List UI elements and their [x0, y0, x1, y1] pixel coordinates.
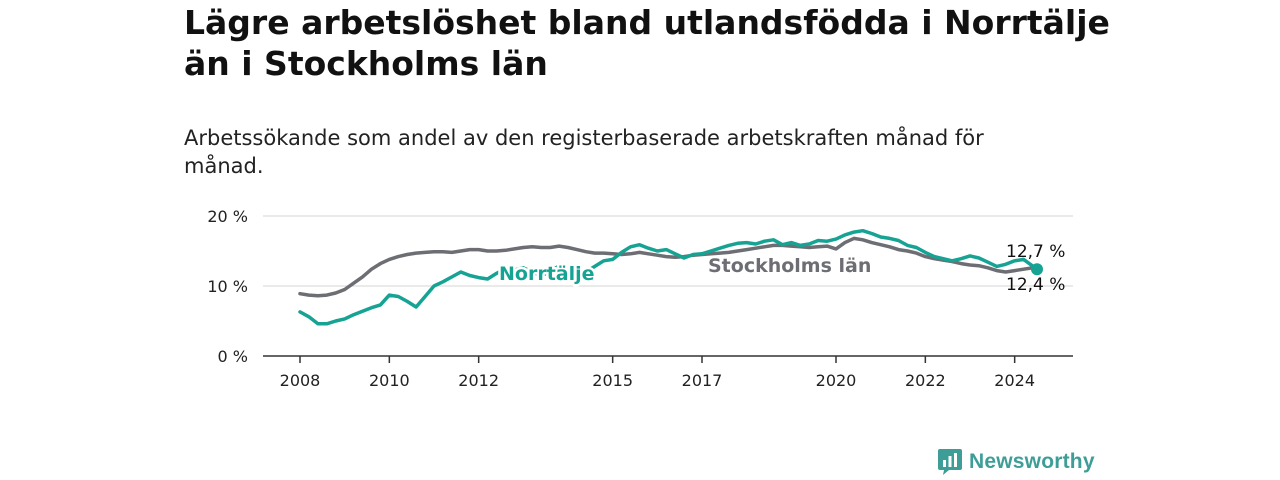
- end-point-norrtalje: [1031, 263, 1043, 276]
- end-label-stockholms-lan: 12,7 %: [1006, 242, 1065, 262]
- series-label-norrtalje: Norrtälje: [499, 263, 595, 285]
- x-tick-label: 2010: [369, 371, 410, 390]
- x-tick-label: 2017: [682, 371, 723, 390]
- x-tick-label: 2024: [994, 371, 1035, 390]
- newsworthy-logo: Newsworthy: [937, 448, 1095, 476]
- x-tick-label: 2015: [592, 371, 633, 390]
- series-line-stockholms-lan: [298, 236, 1039, 298]
- x-tick-label: 2008: [280, 371, 321, 390]
- series-labels: Norrtälje Stockholms län 12,7 % 12,4 %: [497, 242, 1066, 295]
- y-axis-labels: 0 % 10 % 20 %: [207, 207, 248, 366]
- x-tick-label: 2020: [816, 371, 857, 390]
- series-line-norrtalje: [298, 228, 1039, 326]
- chart-subtitle: Arbetssökande som andel av den registerb…: [184, 126, 984, 178]
- series-label-stockholms-lan: Stockholms län: [708, 255, 871, 277]
- end-label-norrtalje: 12,4 %: [1006, 275, 1065, 295]
- bar-chart-icon: [938, 449, 962, 475]
- chart-title: Lägre arbetslöshet bland utlandsfödda i …: [184, 3, 1110, 83]
- series-lines: [298, 228, 1043, 326]
- y-tick-label: 20 %: [207, 207, 248, 226]
- grid-lines: [263, 215, 1073, 287]
- x-axis-ticks: 2008 2010 2012 2015 2017 2020 2022 2024: [280, 356, 1035, 390]
- y-tick-label: 0 %: [218, 347, 248, 366]
- x-tick-label: 2012: [458, 371, 499, 390]
- x-tick-label: 2022: [905, 371, 946, 390]
- brand-name: Newsworthy: [969, 450, 1095, 473]
- y-tick-label: 10 %: [207, 277, 248, 296]
